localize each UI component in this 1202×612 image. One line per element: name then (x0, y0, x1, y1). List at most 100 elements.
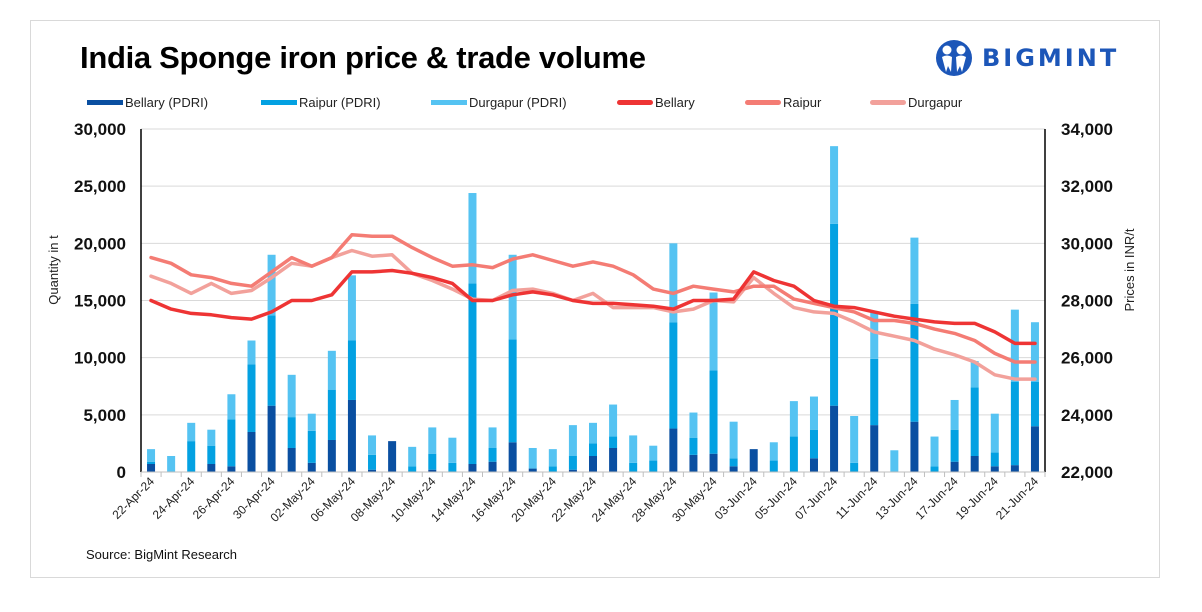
legend-swatch (745, 100, 781, 105)
y2-tick-label: 28,000 (1061, 292, 1113, 311)
bar-segment-bellary_pdri (287, 447, 296, 472)
bar-segment-raipur_pdri (347, 340, 356, 400)
bar-segment-durgapur_pdri (167, 455, 176, 472)
bar-segment-durgapur_pdri (1030, 322, 1039, 382)
bar-segment-raipur_pdri (1010, 381, 1019, 466)
bar-segment-raipur_pdri (629, 462, 638, 472)
bar-segment-durgapur_pdri (669, 243, 678, 323)
bar-segment-durgapur_pdri (649, 445, 658, 461)
bar-segment-bellary_pdri (368, 469, 377, 472)
legend-label: Raipur (783, 95, 822, 110)
bar-segment-durgapur_pdri (287, 374, 296, 418)
bar-segment-raipur_pdri (287, 417, 296, 448)
legend-item-raipur: Raipur (745, 95, 821, 110)
bar-segment-raipur_pdri (729, 458, 738, 467)
x-tick-label: 19-Jun-24 (953, 474, 1001, 522)
bar-segment-raipur_pdri (990, 452, 999, 467)
brand-name: BIGMINT (982, 44, 1120, 72)
bar-segment-bellary_pdri (347, 399, 356, 472)
bar-segment-bellary_pdri (970, 455, 979, 472)
bar-segment-bellary_pdri (247, 431, 256, 472)
bar-segment-bellary_pdri (1010, 465, 1019, 472)
legend-label: Bellary (655, 95, 695, 110)
y-tick-label: 15,000 (74, 292, 126, 311)
bigmint-logo-icon (936, 40, 972, 76)
bar-segment-durgapur_pdri (850, 415, 859, 463)
price-line-durgapur (149, 248, 1037, 381)
bar-segment-raipur_pdri (589, 443, 597, 456)
legend-label: Durgapur (PDRI) (469, 95, 567, 110)
bar-segment-raipur_pdri (448, 462, 457, 472)
bar-segment-durgapur_pdri (970, 361, 979, 388)
y2-tick-label: 32,000 (1061, 177, 1113, 196)
bar-segment-durgapur_pdri (689, 412, 698, 438)
bar-segment-raipur_pdri (548, 466, 557, 472)
bar-segment-raipur_pdri (207, 445, 216, 464)
bar-segment-bellary_pdri (729, 466, 738, 472)
bar-segment-durgapur_pdri (247, 340, 256, 365)
bar-segment-durgapur_pdri (368, 435, 377, 455)
bar-segment-bellary_pdri (870, 425, 879, 472)
y-tick-label: 0 (117, 463, 126, 482)
y2-tick-label: 22,000 (1061, 463, 1113, 482)
bar-segment-raipur_pdri (428, 453, 437, 470)
legend-swatch (87, 100, 123, 105)
bar-segment-durgapur_pdri (729, 421, 738, 459)
bar-segment-bellary_pdri (689, 454, 698, 472)
bars (147, 146, 1039, 472)
legend-swatch (870, 100, 906, 105)
bar-segment-durgapur_pdri (629, 435, 638, 463)
bar-segment-bellary_pdri (809, 458, 818, 472)
bar-segment-raipur_pdri (568, 455, 577, 470)
bar-segment-raipur_pdri (709, 370, 718, 454)
bar-segment-durgapur_pdri (448, 437, 457, 463)
bar-segment-raipur_pdri (609, 436, 618, 448)
x-tick-label: 21-Jun-24 (993, 474, 1041, 522)
legend-item-bellary-pdri: Bellary (PDRI) (87, 95, 208, 110)
legend-label: Raipur (PDRI) (299, 95, 381, 110)
bar-segment-durgapur_pdri (347, 275, 356, 341)
y-tick-label: 25,000 (74, 177, 126, 196)
legend-swatch (261, 100, 297, 105)
y2-tick-label: 24,000 (1061, 406, 1113, 425)
bar-segment-durgapur_pdri (1010, 309, 1019, 382)
bar-segment-durgapur_pdri (147, 449, 156, 462)
y-tick-label: 30,000 (74, 120, 126, 139)
bar-segment-bellary_pdri (609, 447, 618, 472)
y-tick-label: 10,000 (74, 349, 126, 368)
bar-segment-durgapur_pdri (930, 436, 939, 467)
bar-segment-durgapur_pdri (488, 427, 497, 448)
price-line-bellary (149, 268, 1037, 346)
legend-label: Bellary (PDRI) (125, 95, 209, 110)
bar-segment-durgapur_pdri (830, 146, 839, 224)
bar-segment-bellary_pdri (207, 463, 216, 472)
bar-segment-bellary_pdri (990, 466, 999, 472)
bar-segment-bellary_pdri (147, 463, 156, 472)
bar-segment-durgapur_pdri (589, 422, 597, 444)
x-tick-label: 07-Jun-24 (792, 474, 840, 522)
x-tick-label: 24-Apr-24 (150, 474, 198, 522)
bar-segment-raipur_pdri (809, 429, 818, 459)
bar-segment-durgapur_pdri (910, 237, 919, 304)
bar-segment-durgapur_pdri (267, 254, 276, 316)
chart-legend: Bellary (PDRI) Raipur (PDRI) Durgapur (P… (0, 95, 1202, 113)
bar-segment-durgapur_pdri (548, 449, 557, 467)
bar-segment-bellary_pdri (267, 405, 276, 472)
y2-tick-label: 34,000 (1061, 120, 1113, 139)
bar-segment-durgapur_pdri (227, 394, 236, 420)
x-tick-label: 05-Jun-24 (752, 474, 800, 522)
bar-segment-durgapur_pdri (327, 350, 336, 390)
bar-segment-bellary_pdri (388, 441, 397, 472)
bar-segment-durgapur_pdri (789, 401, 798, 437)
bar-segment-raipur_pdri (930, 466, 939, 472)
y2-tick-label: 26,000 (1061, 349, 1113, 368)
legend-label: Durgapur (908, 95, 963, 110)
bar-segment-raipur_pdri (267, 315, 276, 406)
bar-segment-raipur_pdri (488, 447, 497, 462)
legend-swatch (617, 100, 653, 105)
bar-segment-bellary_pdri (488, 461, 497, 472)
bar-segment-raipur_pdri (408, 466, 417, 472)
bar-segment-raipur_pdri (910, 303, 919, 422)
chart-frame (30, 20, 1160, 578)
bar-segment-raipur_pdri (247, 364, 256, 432)
